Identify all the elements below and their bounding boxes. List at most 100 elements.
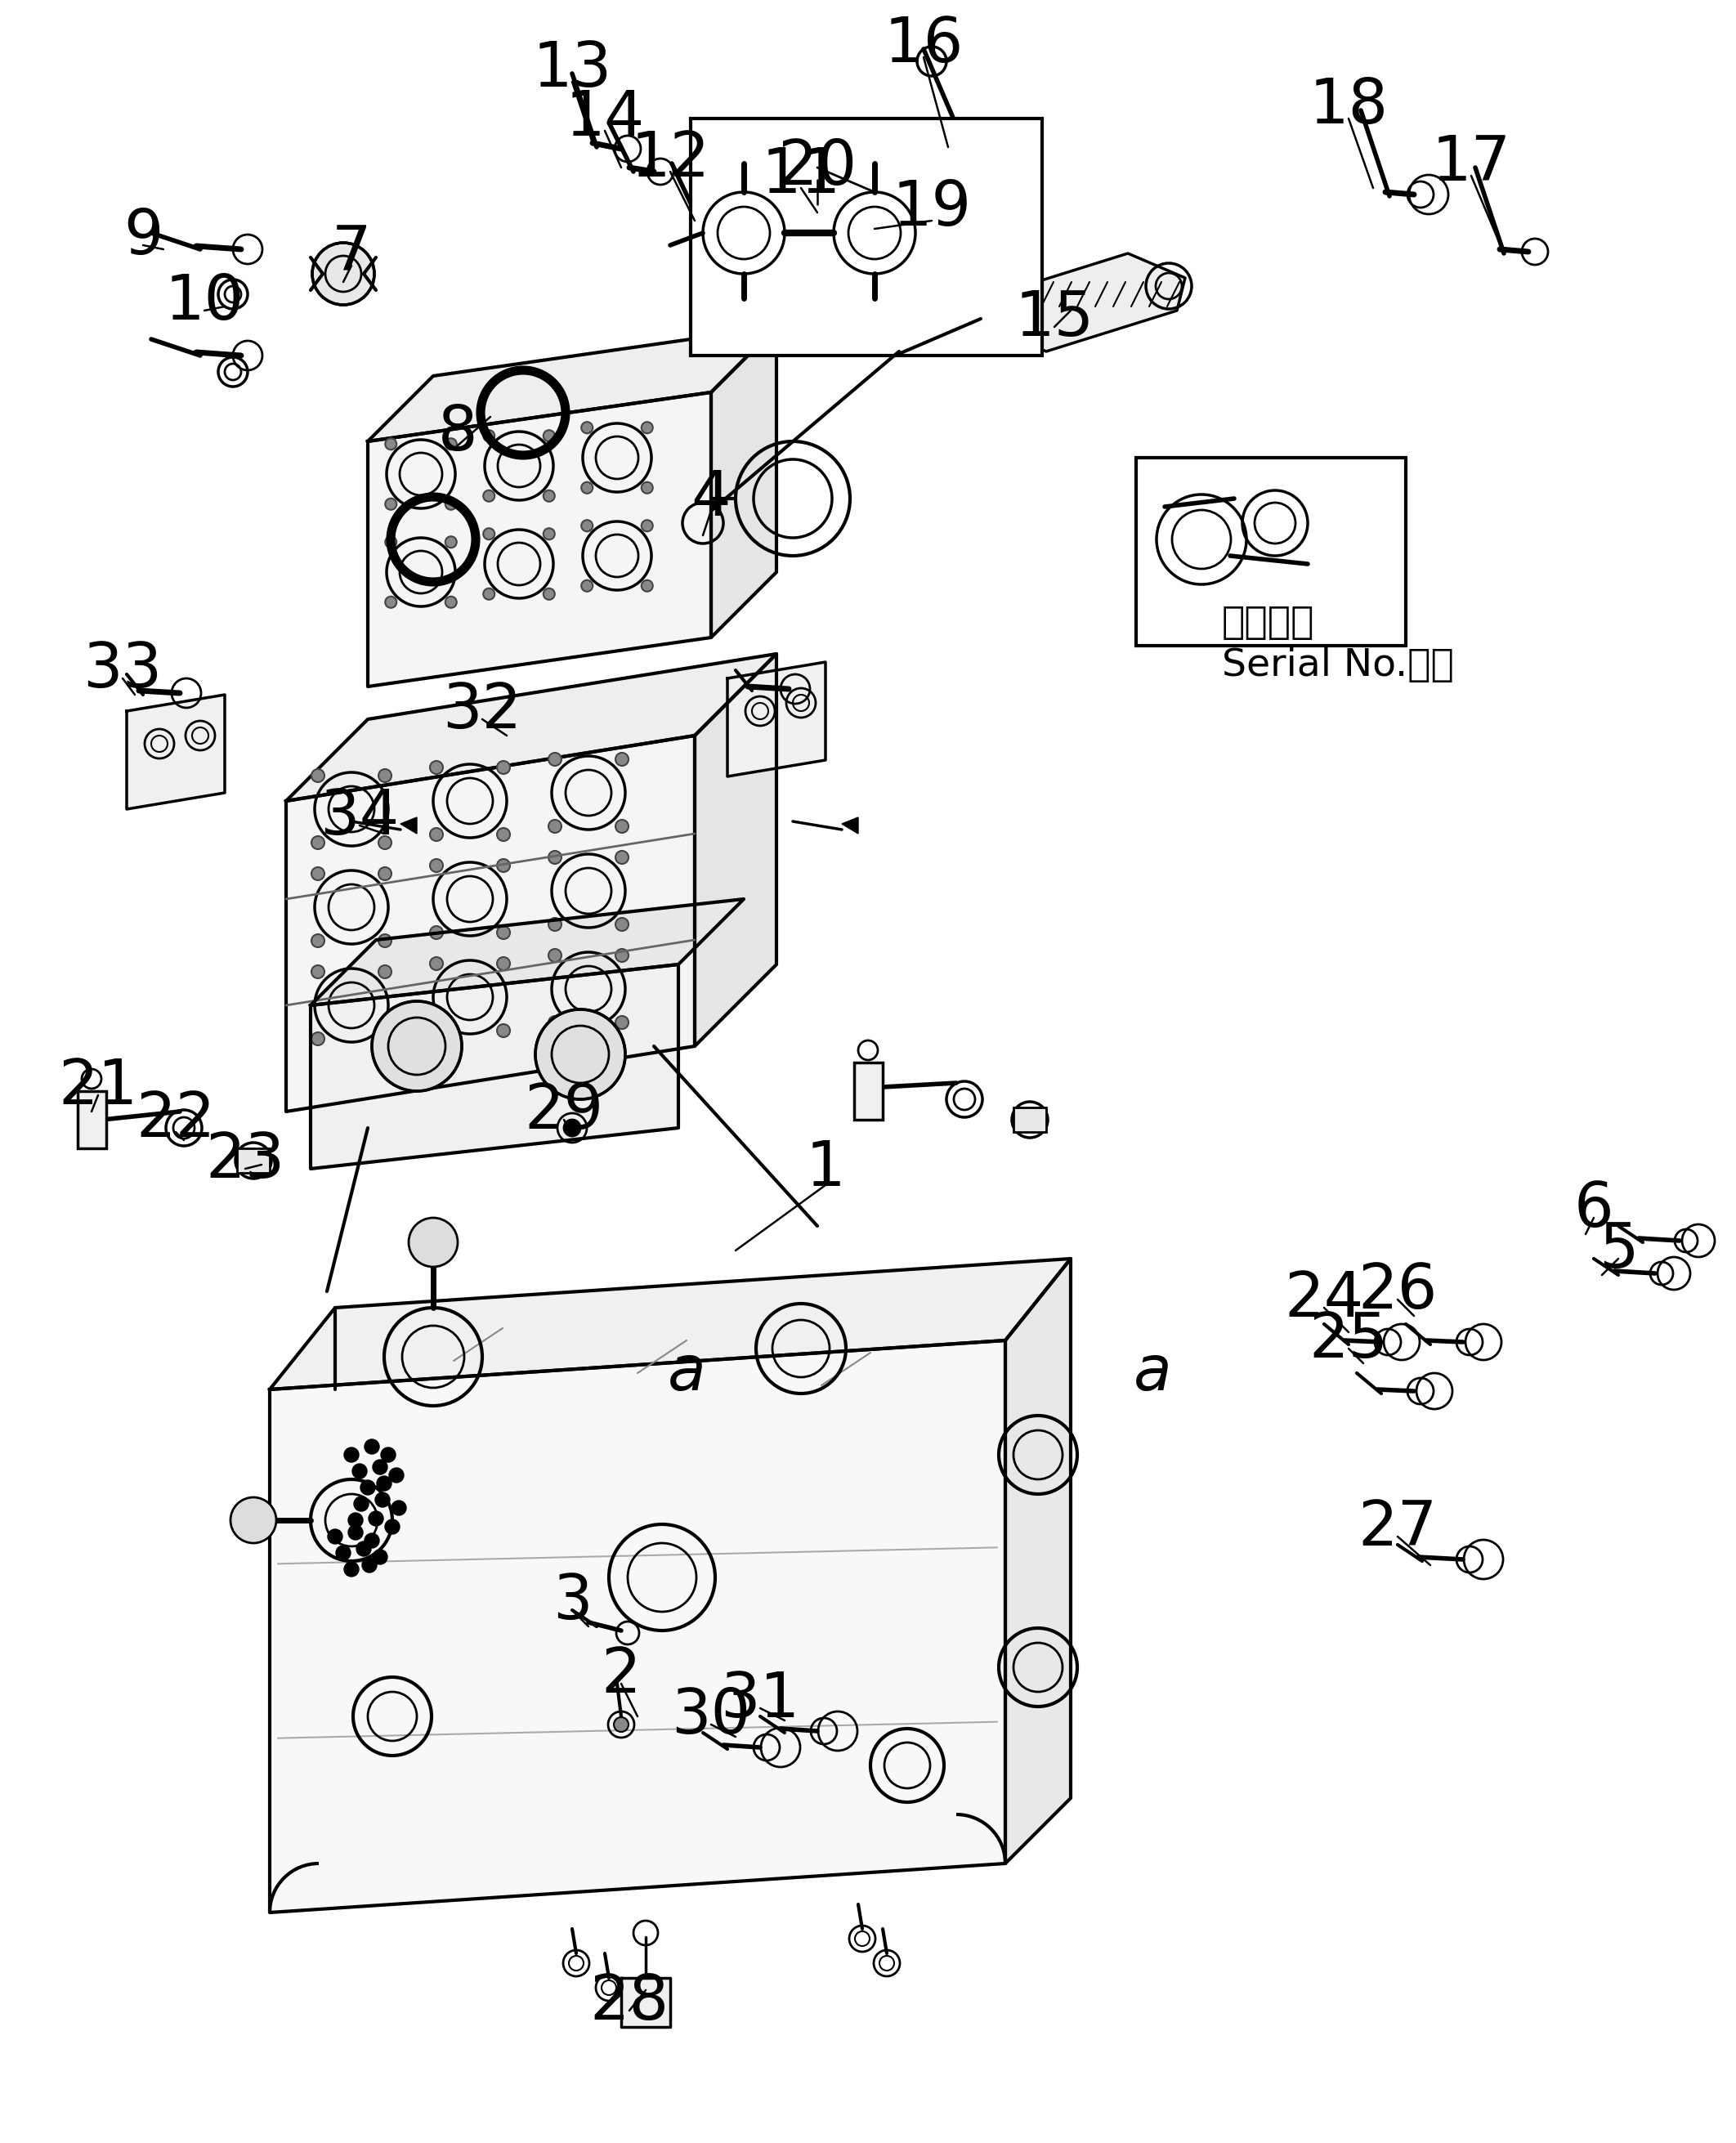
Circle shape	[377, 1477, 392, 1492]
Text: 33: 33	[83, 641, 163, 701]
Circle shape	[389, 1468, 404, 1483]
Text: 1: 1	[806, 1138, 845, 1198]
Text: 19: 19	[892, 178, 972, 238]
Text: 15: 15	[1014, 289, 1094, 349]
Text: 34: 34	[319, 786, 399, 846]
Circle shape	[380, 1447, 396, 1462]
Polygon shape	[311, 900, 743, 1005]
Text: 25: 25	[1309, 1309, 1389, 1372]
Text: 13: 13	[533, 39, 611, 101]
Bar	[1014, 1108, 1047, 1132]
Text: 適用号機
Serial No.・～: 適用号機 Serial No.・～	[1222, 604, 1455, 684]
Circle shape	[483, 491, 495, 501]
Text: a: a	[1134, 1344, 1172, 1404]
Polygon shape	[127, 694, 224, 810]
Circle shape	[549, 851, 561, 864]
Circle shape	[431, 761, 443, 774]
Circle shape	[582, 521, 592, 531]
Text: 17: 17	[1432, 133, 1510, 193]
Circle shape	[616, 821, 628, 834]
Bar	[78, 1091, 106, 1149]
Circle shape	[352, 1464, 366, 1479]
Circle shape	[378, 769, 392, 782]
Circle shape	[431, 958, 443, 971]
Text: 31: 31	[720, 1669, 800, 1729]
Circle shape	[549, 1016, 561, 1029]
Circle shape	[543, 491, 556, 501]
Circle shape	[641, 521, 653, 531]
Text: 7: 7	[332, 223, 372, 283]
Polygon shape	[990, 253, 1186, 351]
Text: 26: 26	[1358, 1260, 1437, 1322]
Circle shape	[444, 596, 457, 609]
Circle shape	[641, 482, 653, 493]
Circle shape	[363, 1558, 377, 1573]
Polygon shape	[286, 735, 694, 1112]
Circle shape	[616, 851, 628, 864]
Circle shape	[616, 949, 628, 962]
Circle shape	[444, 439, 457, 450]
Polygon shape	[368, 392, 712, 686]
Circle shape	[311, 769, 325, 782]
Circle shape	[344, 1562, 359, 1577]
Circle shape	[641, 422, 653, 433]
Text: 29: 29	[524, 1082, 604, 1142]
Circle shape	[564, 1121, 580, 1136]
Bar	[1135, 459, 1406, 645]
Bar	[854, 1063, 882, 1121]
Circle shape	[431, 1024, 443, 1037]
Circle shape	[549, 752, 561, 765]
Text: 12: 12	[630, 129, 710, 189]
Polygon shape	[401, 816, 417, 834]
Circle shape	[368, 1511, 384, 1526]
Text: 18: 18	[1309, 75, 1389, 137]
Polygon shape	[727, 662, 826, 776]
Text: 21: 21	[59, 1056, 137, 1117]
Circle shape	[582, 482, 592, 493]
Text: 5: 5	[1599, 1219, 1639, 1282]
Text: 28: 28	[590, 1972, 668, 2034]
Circle shape	[543, 527, 556, 540]
Circle shape	[356, 1541, 372, 1556]
Circle shape	[354, 1496, 368, 1511]
Circle shape	[431, 926, 443, 939]
Text: 6: 6	[1575, 1179, 1614, 1241]
Circle shape	[311, 934, 325, 947]
Circle shape	[312, 242, 375, 304]
Circle shape	[549, 821, 561, 834]
Text: 16: 16	[884, 15, 963, 75]
Circle shape	[378, 964, 392, 979]
Circle shape	[372, 1001, 462, 1091]
Text: 23: 23	[205, 1129, 285, 1192]
Circle shape	[496, 1024, 510, 1037]
Circle shape	[365, 1532, 378, 1547]
Circle shape	[378, 1033, 392, 1046]
Polygon shape	[842, 816, 858, 834]
Circle shape	[349, 1526, 363, 1541]
Circle shape	[311, 868, 325, 881]
Circle shape	[375, 1492, 391, 1507]
Polygon shape	[286, 654, 776, 801]
Circle shape	[311, 964, 325, 979]
Text: 20: 20	[778, 137, 858, 197]
Circle shape	[549, 917, 561, 930]
Circle shape	[444, 499, 457, 510]
Circle shape	[431, 827, 443, 840]
Circle shape	[378, 868, 392, 881]
Text: 24: 24	[1285, 1269, 1364, 1331]
Circle shape	[373, 1549, 387, 1564]
Circle shape	[349, 1513, 363, 1528]
Circle shape	[385, 596, 396, 609]
Polygon shape	[712, 328, 776, 636]
Circle shape	[616, 1016, 628, 1029]
Circle shape	[311, 1033, 325, 1046]
Bar	[238, 1149, 269, 1172]
Circle shape	[444, 536, 457, 549]
Circle shape	[549, 949, 561, 962]
Text: 32: 32	[443, 681, 523, 741]
Text: 3: 3	[552, 1571, 592, 1633]
Circle shape	[373, 1459, 387, 1474]
Circle shape	[378, 934, 392, 947]
Text: 2: 2	[601, 1646, 641, 1706]
Text: 30: 30	[672, 1687, 750, 1747]
